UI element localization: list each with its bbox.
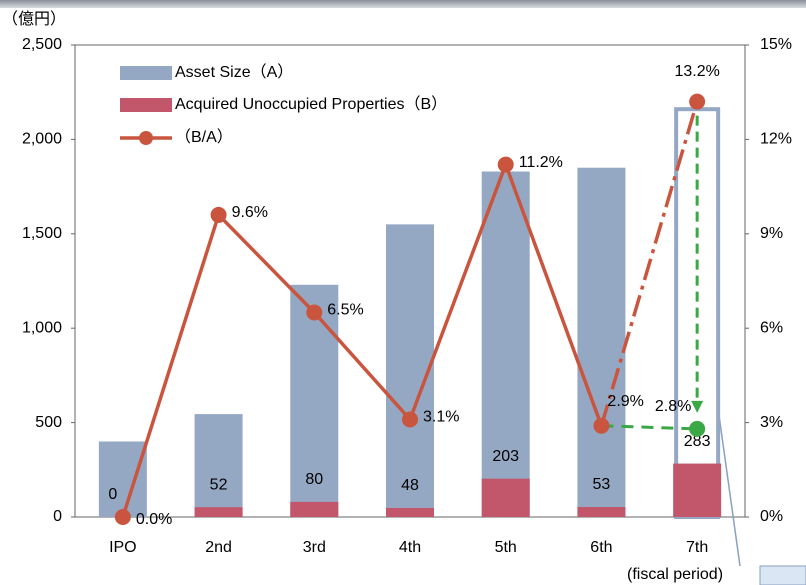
asset-bar <box>98 441 147 517</box>
ratio-label: 0.0% <box>136 511 172 528</box>
asset-bar <box>577 167 626 517</box>
ratio-label: 2.9% <box>607 393 643 410</box>
y-tick-label: 1,500 <box>22 225 62 242</box>
ratio-point <box>210 206 227 223</box>
unoccupied-bar <box>386 507 434 517</box>
asset-bar <box>386 224 434 518</box>
y2-tick-label: 15% <box>760 36 792 53</box>
x-tick-label: IPO <box>109 539 137 556</box>
legend-label: （B/A） <box>175 128 233 146</box>
y2-tick-label: 9% <box>760 225 783 242</box>
legend-label: Asset Size（A） <box>175 63 293 81</box>
legend-swatch <box>120 98 172 112</box>
unoccupied-label: 283 <box>684 433 711 450</box>
adjusted-label: 2.8% <box>655 398 691 415</box>
unoccupied-label: 80 <box>305 471 323 488</box>
ratio-label: 3.1% <box>423 409 459 426</box>
legend-swatch <box>120 66 172 80</box>
y2-tick-label: 3% <box>760 414 783 431</box>
unoccupied-label: 53 <box>593 476 611 493</box>
x-axis-label: (fiscal period) <box>627 566 723 583</box>
ratio-label: 11.2% <box>519 154 563 171</box>
y-tick-label: 500 <box>35 414 62 431</box>
legend-marker <box>139 131 153 145</box>
x-tick-label: 5th <box>495 539 517 556</box>
callout-box <box>759 565 806 585</box>
legend-label: Acquired Unoccupied Properties（B） <box>175 95 447 113</box>
ratio-point <box>689 93 706 110</box>
unoccupied-bar <box>194 507 243 517</box>
unoccupied-bar <box>577 506 626 517</box>
ratio-point <box>306 304 323 321</box>
y-tick-label: 2,000 <box>22 131 62 148</box>
asset-bar <box>481 171 530 517</box>
ratio-line-projected <box>599 101 699 427</box>
ratio-label: 9.6% <box>232 204 268 221</box>
y2-tick-label: 6% <box>760 319 783 336</box>
unoccupied-label: 203 <box>492 448 519 465</box>
ratio-point <box>114 509 131 525</box>
ratio-point <box>402 411 418 428</box>
unoccupied-bar <box>481 478 530 517</box>
ratio-line <box>121 159 604 518</box>
x-tick-label: 4th <box>399 539 421 556</box>
ratio-label: 13.2% <box>674 63 719 80</box>
adjustment-arrowhead <box>691 400 704 413</box>
unit-label: （億円） <box>2 10 66 28</box>
ratio-label: 6.5% <box>327 302 363 319</box>
unoccupied-label: 48 <box>401 477 419 494</box>
y-tick-label: 1,000 <box>22 319 62 336</box>
y-tick-label: 0 <box>53 508 62 525</box>
unoccupied-label: 0 <box>108 486 117 503</box>
unoccupied-bar <box>673 463 722 517</box>
x-tick-label: 7th <box>686 539 708 556</box>
ratio-point <box>497 156 514 173</box>
unoccupied-bar <box>290 501 339 517</box>
header-band <box>0 0 806 8</box>
unoccupied-label: 52 <box>210 476 228 493</box>
y-tick-label: 2,500 <box>22 36 62 53</box>
x-tick-label: 3rd <box>303 539 326 556</box>
asset-bar <box>194 414 243 517</box>
adjusted-point <box>689 420 706 437</box>
ratio-point <box>593 417 610 434</box>
x-tick-label: 2nd <box>205 539 232 556</box>
y2-tick-label: 12% <box>760 131 792 148</box>
adjusted-line <box>601 424 698 431</box>
asset-bar <box>290 284 339 517</box>
x-tick-label: 6th <box>590 539 612 556</box>
y2-tick-label: 0% <box>760 508 783 525</box>
